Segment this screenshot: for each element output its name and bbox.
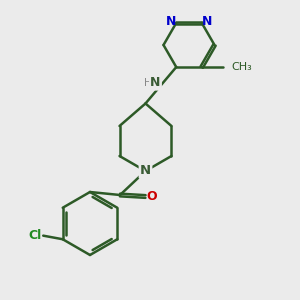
Text: CH₃: CH₃ [232,62,253,72]
Text: N: N [150,76,161,89]
Text: N: N [140,164,151,178]
Text: Cl: Cl [28,229,41,242]
Text: H: H [144,78,152,88]
Text: N: N [202,15,212,28]
Text: O: O [147,190,158,203]
Text: N: N [166,15,176,28]
